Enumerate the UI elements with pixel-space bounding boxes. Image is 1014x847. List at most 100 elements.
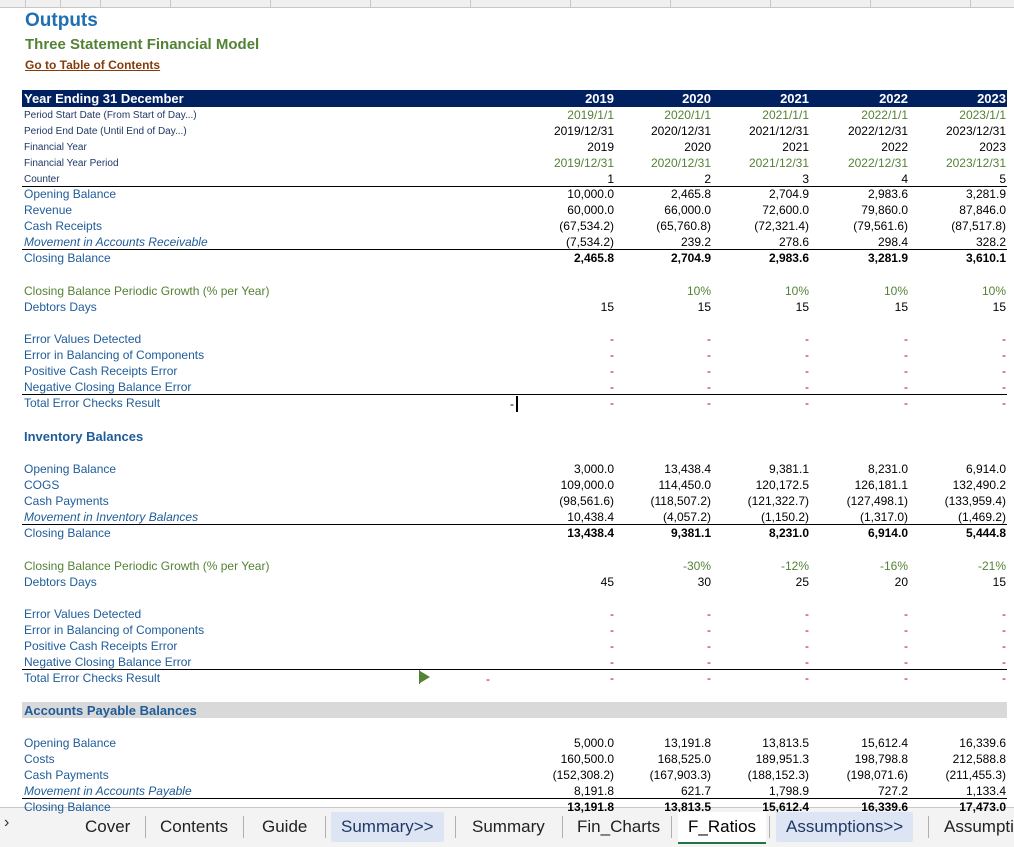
cell-value: -16% [879,559,908,573]
row-label: Closing Balance [24,800,111,814]
sheet-tab[interactable]: Guide [262,817,308,836]
cell-value: 25 [795,575,809,589]
sheet-tab[interactable]: Summary [472,817,545,836]
subtotal-border [22,249,1007,250]
sheet-tab[interactable]: Contents [160,817,229,836]
check-value: - [707,332,711,346]
cell-value: 45 [600,575,614,589]
flag-pole [419,670,420,684]
cell-value: 79,860.0 [861,203,908,217]
tab-separator [562,816,563,838]
timeline-cell: 5 [999,172,1006,186]
cell-value: 10% [981,284,1006,298]
timeline-cell: 2019/1/1 [567,108,614,122]
cell-value: (188,152.3) [747,768,809,782]
tab-separator [455,816,456,838]
sheet-tab[interactable]: Cover [85,817,131,836]
cell-cursor [516,396,518,412]
cell-value: 1,798.9 [768,784,809,798]
check-value: - [707,671,711,685]
cell-value: 15 [795,300,809,314]
row-label: Movement in Accounts Payable [24,784,192,798]
cell-value: (211,455.3) [945,768,1007,782]
tab-scroll-right-icon[interactable]: › [4,814,10,831]
timeline-cell: 2022 [881,140,908,154]
cell-value: 13,191.8 [664,736,711,750]
sheet-tab[interactable]: Assumptions>> [776,812,914,842]
check-value: - [707,655,711,669]
timeline-cell: 2019/12/31 [553,156,614,170]
cell-value: (65,760.8) [656,219,711,233]
check-value: - [610,671,614,685]
year-header-cell: 2019 [585,91,614,106]
row-label: Revenue [24,203,73,217]
cell-value: (98,561.6) [559,494,614,508]
timeline-cell: 2020/12/31 [650,156,711,170]
sheet-tab[interactable]: Summary>> [331,812,444,842]
cell-value: 30 [697,575,711,589]
check-value: - [1002,639,1006,653]
column-header-strip[interactable] [0,0,1014,8]
table-of-contents-link[interactable]: Go to Table of Contents [25,58,161,72]
timeline-bottom-border [22,186,1007,187]
timeline-cell: 2021/1/1 [762,108,809,122]
cell-value: (67,534.2) [559,219,614,233]
cell-value: (1,469.2) [957,510,1006,524]
cell-value: 2,465.8 [573,251,614,265]
check-label: Negative Closing Balance Error [24,655,192,669]
flag-icon[interactable] [420,671,430,683]
cell-value: 10,438.4 [567,510,614,524]
cell-value: 10,000.0 [567,187,614,201]
row-label: COGS [24,478,60,492]
tab-separator [928,816,929,838]
row-label: Closing Balance [24,526,111,540]
check-value: - [904,396,908,410]
cell-value: 10% [686,284,711,298]
row-label: Closing Balance Periodic Growth (% per Y… [24,559,270,573]
row-label: Debtors Days [24,575,97,589]
tab-separator [243,816,244,838]
cell-value: 3,610.1 [965,251,1006,265]
cell-value: (121,322.7) [747,494,809,508]
check-value: - [1002,671,1006,685]
cell-value: 278.6 [778,235,809,249]
cell-value: 2,983.6 [768,251,809,265]
cell-value: 17,473.0 [959,800,1006,814]
row-label: Costs [24,752,55,766]
year-header-bar [22,90,1007,107]
cell-value: 2,704.9 [768,187,809,201]
cell-value: 168,525.0 [657,752,711,766]
error-total-marker: - [510,397,514,411]
check-value: - [610,396,614,410]
cell-value: (118,507.2) [650,494,712,508]
sheet-tab[interactable]: Assumpti [944,817,1014,836]
check-value: - [1002,380,1006,394]
check-value: - [904,380,908,394]
cell-value: 13,438.4 [664,462,711,476]
cell-value: 621.7 [680,784,711,798]
cell-value: 9,381.1 [768,462,809,476]
cell-value: 8,231.0 [768,526,809,540]
timeline-label: Financial Year [24,142,87,153]
check-value: - [610,380,614,394]
cell-value: 15,612.4 [762,800,809,814]
payables-section-band [22,702,1007,718]
section-title: Inventory Balances [24,429,144,444]
check-value: - [904,364,908,378]
timeline-cell: 2 [704,172,711,186]
check-label: Negative Closing Balance Error [24,380,192,394]
cell-value: 5,000.0 [573,736,614,750]
check-value: - [1002,396,1006,410]
sheet-tab[interactable]: Fin_Charts [577,817,661,836]
check-value: - [904,348,908,362]
timeline-label: Period Start Date (From Start of Day...) [24,110,197,121]
sheet-tab[interactable]: F_Ratios [678,812,767,844]
check-value: - [1002,607,1006,621]
check-value: - [707,639,711,653]
tab-separator [671,816,672,838]
cell-value: 15 [992,300,1006,314]
year-header-cell: 2023 [977,91,1006,106]
cell-value: 109,000.0 [560,478,614,492]
cell-value: 3,281.9 [867,251,908,265]
cell-value: 3,000.0 [573,462,614,476]
